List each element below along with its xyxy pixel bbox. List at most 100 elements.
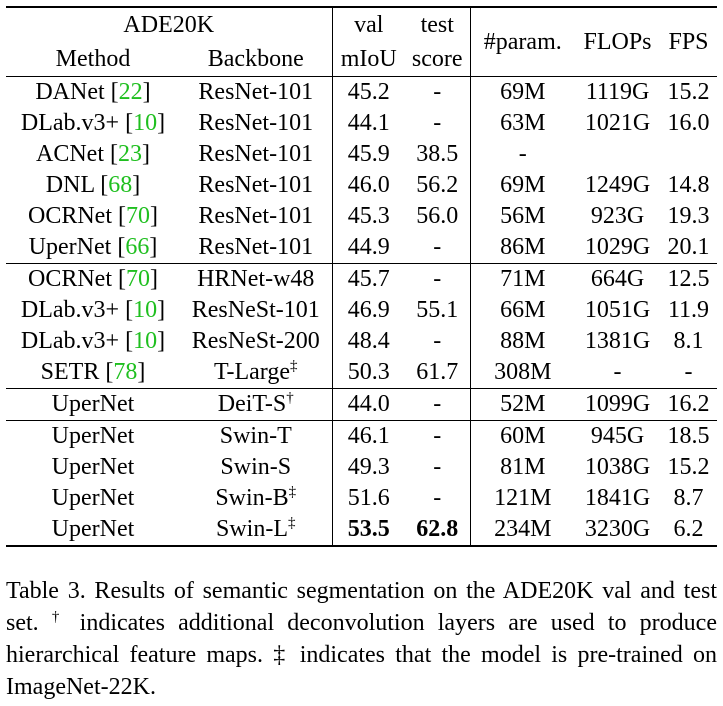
- backbone-cell: Swin-B‡: [180, 483, 333, 514]
- test-score-cell: 62.8: [405, 514, 471, 547]
- fps-cell: 6.2: [660, 514, 717, 547]
- backbone-footnote-mark: ‡: [288, 515, 296, 531]
- dagger-mark: †: [51, 609, 67, 625]
- test-header-bottom: score: [405, 42, 471, 77]
- method-cell: UperNet: [6, 483, 180, 514]
- params-cell: 308M: [494, 359, 552, 385]
- method-cell: OCRNet [70]: [28, 203, 158, 229]
- backbone-cell: T-Large‡: [180, 357, 333, 389]
- header-row-2: Method Backbone mIoU score: [6, 42, 717, 77]
- table-row: UperNet Swin-S 49.3- 81M 1038G 15.2: [6, 452, 717, 483]
- method-cell: UperNet: [6, 514, 180, 547]
- citation-link[interactable]: 22: [118, 79, 143, 105]
- method-cell: ACNet [23]: [36, 141, 150, 167]
- fps-cell: 15.2: [660, 76, 717, 108]
- method-cell: DLab.v3+ [10]: [20, 110, 166, 136]
- val-header-bottom: mIoU: [340, 46, 397, 72]
- params-cell: 56M: [500, 203, 546, 229]
- backbone-cell: ResNet-101: [180, 201, 333, 232]
- val-miou-cell: 45.9: [347, 141, 390, 167]
- table-row: OCRNet [70] HRNet-w48 45.7-71M 664G 12.5: [6, 263, 717, 295]
- backbone-cell: ResNet-101: [180, 232, 333, 264]
- test-score-cell: 56.0: [405, 201, 471, 232]
- val-miou-cell: 49.3: [347, 454, 390, 480]
- flops-cell: 1249G: [584, 172, 651, 198]
- citation-link[interactable]: 10: [133, 297, 158, 323]
- backbone-cell: ResNeSt-101: [180, 295, 333, 326]
- backbone-footnote-mark: †: [286, 390, 294, 406]
- method-name: DLab.v3+: [20, 110, 120, 136]
- method-cell: SETR [78]: [40, 359, 146, 385]
- fps-cell: [660, 139, 717, 170]
- flops-cell: 1841G: [584, 485, 651, 511]
- flops-cell: 664G: [575, 263, 660, 295]
- backbone-name: ResNet-101: [198, 110, 314, 136]
- backbone-footnote-mark: ‡: [289, 358, 298, 374]
- test-score-cell: -: [405, 108, 471, 139]
- val-miou-cell: 44.0: [332, 388, 405, 421]
- method-cell: UperNet: [6, 388, 180, 421]
- val-miou-cell: 48.4: [347, 328, 390, 354]
- params-cell: 81M: [500, 454, 546, 480]
- val-miou-cell: 46.1: [332, 420, 405, 452]
- test-score-cell: -: [405, 263, 471, 295]
- citation-link[interactable]: 70: [126, 266, 150, 292]
- flops-cell: 1029G: [584, 234, 651, 260]
- backbone-name: ResNeSt-200: [191, 328, 320, 354]
- flops-cell: 1038G: [584, 454, 651, 480]
- val-miou-cell: 45.7: [332, 263, 405, 295]
- test-score-cell: -: [405, 452, 471, 483]
- fps-cell: 12.5: [660, 263, 717, 295]
- caption-text-2: indicates additional deconvolution layer…: [6, 610, 717, 668]
- fps-header: FPS: [660, 6, 717, 77]
- citation-link[interactable]: 78: [113, 359, 138, 385]
- table-row: UperNet Swin-T 46.1-60M 945G 18.5: [6, 420, 717, 452]
- method-cell: UperNet: [6, 452, 180, 483]
- params-cell: -: [518, 141, 527, 167]
- method-cell: OCRNet [70]: [6, 263, 180, 295]
- flops-cell: -: [613, 359, 622, 385]
- method-name: ACNet: [36, 141, 104, 167]
- method-name: DNL: [45, 172, 95, 198]
- citation-link[interactable]: 23: [118, 141, 142, 167]
- params-cell: 69M: [500, 172, 546, 198]
- table-row: DANet [22] ResNet-101 45.2-69M 1119G 15.2: [6, 76, 717, 108]
- table-group: DANet [22] ResNet-101 45.2-69M 1119G 15.2 DLa…: [6, 76, 717, 264]
- flops-cell: 1099G: [575, 388, 660, 421]
- test-score-cell: -: [405, 388, 471, 421]
- citation-link[interactable]: 68: [108, 172, 133, 198]
- params-cell: 88M: [500, 328, 546, 354]
- table-row: DLab.v3+ [10] ResNet-101 44.1- 63M 1021G 16.0: [6, 108, 717, 139]
- header-row-1: ADE20K val test #param. FLOPs FPS: [6, 6, 717, 77]
- fps-cell: 20.1: [667, 234, 710, 260]
- fps-cell: 15.2: [667, 454, 710, 480]
- method-cell: UperNet: [6, 420, 180, 452]
- results-table: ADE20K val test #param. FLOPs FPS Method…: [6, 6, 717, 547]
- params-cell: 86M: [500, 234, 546, 260]
- backbone-name: ResNet-101: [198, 234, 314, 260]
- method-name: UperNet: [51, 485, 135, 511]
- flops-cell: [575, 139, 660, 170]
- table-row: UperNet [66] ResNet-101 44.9- 86M 1029G 20.1: [6, 232, 717, 264]
- flops-cell: 1381G: [584, 328, 651, 354]
- citation-link[interactable]: 66: [125, 234, 150, 260]
- method-name: DLab.v3+: [20, 328, 120, 354]
- params-cell: 60M: [470, 420, 575, 452]
- backbone-cell: ResNet-101: [180, 108, 333, 139]
- citation-link[interactable]: 10: [133, 328, 158, 354]
- citation-link[interactable]: 70: [126, 203, 150, 229]
- method-name: OCRNet: [28, 203, 112, 229]
- val-miou-cell: 44.9: [347, 234, 390, 260]
- backbone-name: ResNet-101: [198, 79, 314, 105]
- test-score-cell: 56.2: [405, 170, 471, 201]
- test-score-cell: 61.7: [405, 357, 471, 389]
- table-group: UperNet Swin-T 46.1-60M 945G 18.5 UperNet Swin…: [6, 420, 717, 547]
- val-miou-cell: 45.3: [347, 203, 390, 229]
- citation-link[interactable]: 10: [133, 110, 158, 136]
- backbone-name: ResNet-101: [198, 172, 314, 198]
- fps-cell: -: [684, 359, 693, 385]
- backbone-name: HRNet-w48: [197, 266, 315, 292]
- method-cell: DLab.v3+ [10]: [20, 328, 166, 354]
- params-cell: 69M: [470, 76, 575, 108]
- table-row: DLab.v3+ [10] ResNeSt-101 46.9 55.1 66M 1051G…: [6, 295, 717, 326]
